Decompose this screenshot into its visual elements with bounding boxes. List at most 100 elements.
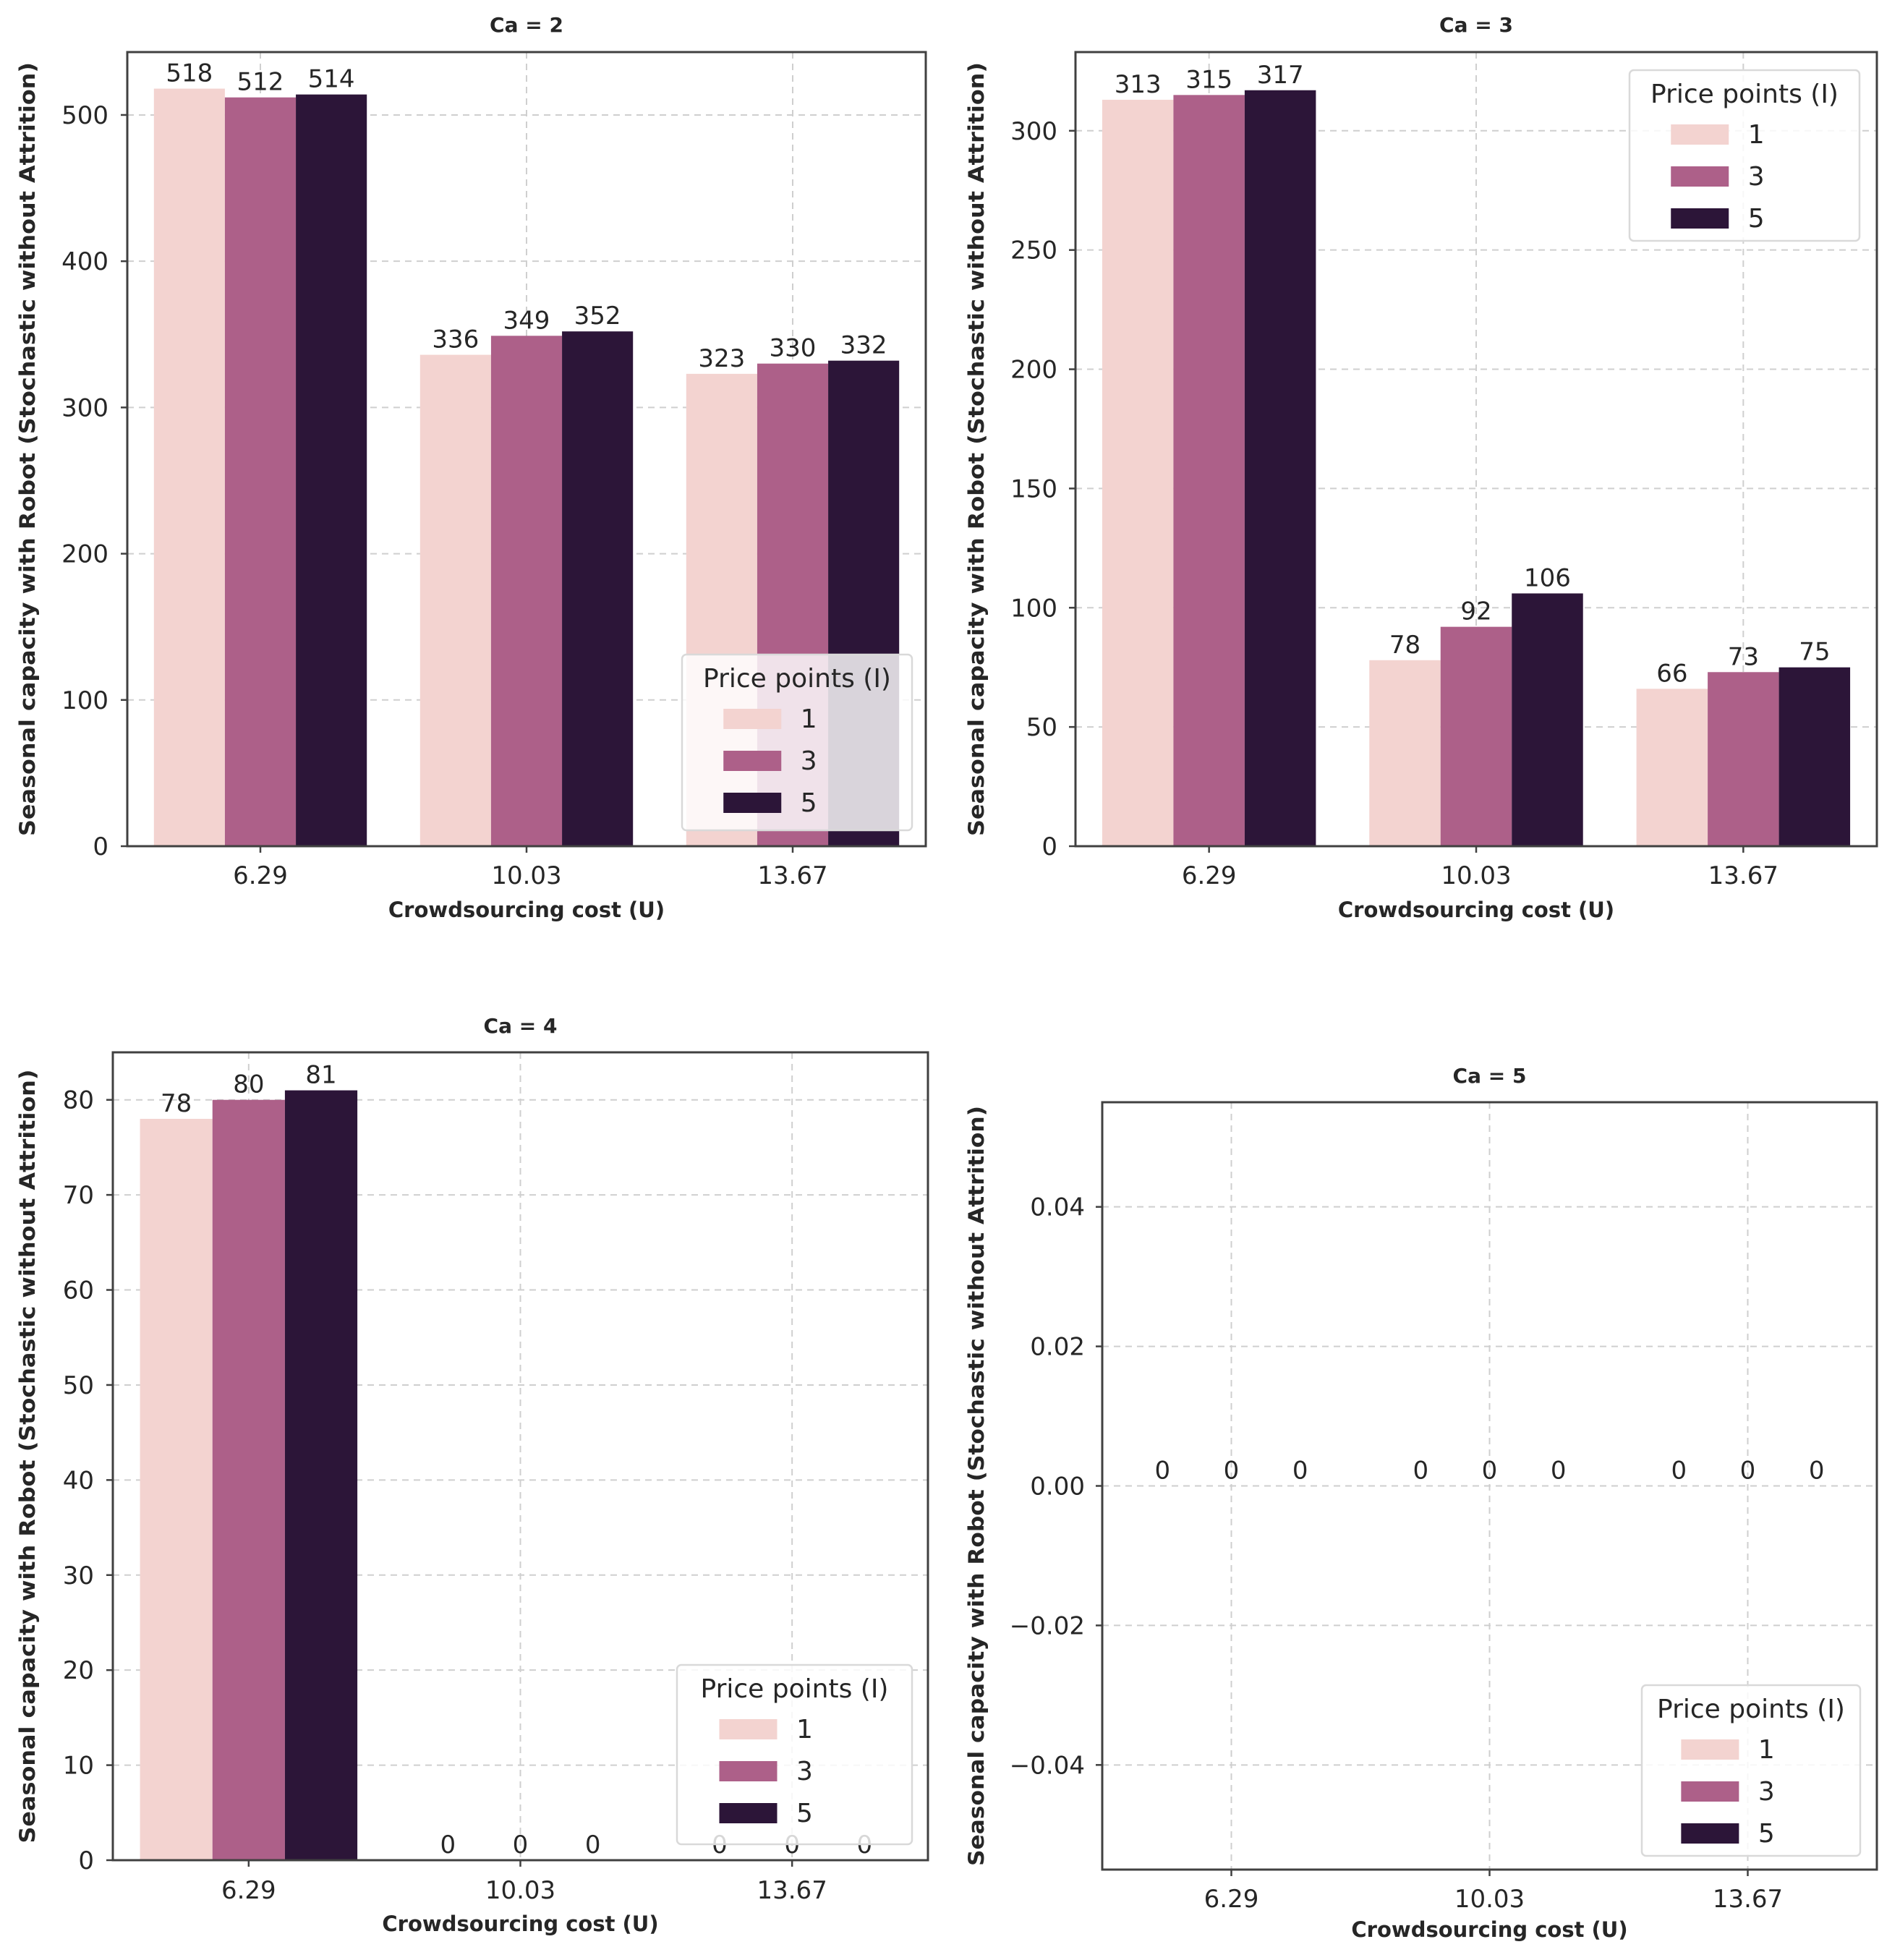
y-tick-label: 0.02 — [1030, 1333, 1085, 1362]
bar-value-label: 75 — [1799, 638, 1830, 667]
y-tick-label: 250 — [1010, 237, 1057, 265]
bar-value-label: 0 — [513, 1831, 529, 1859]
y-tick-label: −0.04 — [1010, 1751, 1085, 1780]
legend-label-1: 1 — [796, 1715, 813, 1744]
y-tick-label: 500 — [61, 101, 108, 130]
x-tick-label: 10.03 — [491, 861, 561, 890]
legend-title: Price points (I) — [701, 1674, 889, 1704]
chart-panel-3: 780080008100010203040506070806.2910.0313… — [15, 1014, 929, 1936]
bar-price-1-cost-10_03 — [419, 354, 491, 846]
legend-swatch-5 — [719, 1803, 778, 1823]
bar-price-5-cost-6_29 — [296, 94, 367, 847]
y-tick-label: 60 — [63, 1277, 94, 1305]
bar-value-label: 73 — [1728, 642, 1759, 671]
legend: Price points (I) 1 3 5 — [1640, 1684, 1862, 1857]
legend-box — [1628, 69, 1861, 242]
bar-value-label: 0 — [1292, 1457, 1308, 1486]
bar-price-1-cost-6_29 — [153, 88, 225, 846]
legend-label-3: 3 — [1758, 1777, 1775, 1807]
legend-label-3: 3 — [1748, 162, 1765, 192]
bar-value-label: 313 — [1115, 70, 1162, 99]
y-tick-label: 150 — [1010, 474, 1057, 503]
bar-value-label: 0 — [1413, 1457, 1428, 1486]
bar-value-label: 92 — [1460, 597, 1491, 626]
bar-value-label: 0 — [1740, 1457, 1756, 1486]
legend-box — [676, 1663, 913, 1846]
bar-price-1-cost-6_29 — [1102, 99, 1174, 847]
bar-value-label: 0 — [1482, 1457, 1498, 1486]
bar-value-label: 336 — [432, 325, 479, 354]
bar-price-3-cost-6_29 — [224, 97, 297, 847]
legend-label-3: 3 — [801, 746, 817, 776]
legend: Price points (I) 1 3 5 — [1628, 69, 1861, 242]
bar-price-3-cost-10_03 — [490, 336, 563, 846]
legend-swatch-3 — [723, 751, 782, 771]
y-tick-label: 0 — [78, 1846, 94, 1875]
y-tick-label: 100 — [1010, 594, 1057, 623]
bar-value-label: 66 — [1656, 659, 1687, 688]
x-tick-label: 6.29 — [1182, 861, 1237, 890]
bar-price-5-cost-6_29 — [284, 1090, 358, 1860]
legend-swatch-5 — [1681, 1823, 1739, 1844]
y-tick-label: 0.00 — [1030, 1473, 1085, 1501]
legend-label-1: 1 — [1748, 120, 1765, 150]
legend-label-1: 1 — [1758, 1735, 1775, 1765]
legend-title: Price points (I) — [1657, 1695, 1845, 1724]
bar-price-1-cost-10_03 — [1369, 660, 1441, 846]
bar-value-label: 0 — [1809, 1457, 1825, 1486]
bar-price-1-cost-6_29 — [140, 1118, 213, 1860]
chart-title: Ca = 2 — [490, 13, 563, 37]
y-tick-label: 200 — [1010, 356, 1057, 385]
chart-title: Ca = 5 — [1453, 1064, 1527, 1088]
y-tick-label: 200 — [61, 540, 108, 569]
x-tick-label: 13.67 — [757, 861, 827, 890]
y-tick-label: 0.04 — [1030, 1193, 1085, 1222]
x-axis-label: Crowdsourcing cost (U) — [1351, 1917, 1627, 1942]
y-tick-label: 10 — [63, 1752, 94, 1781]
bar-value-label: 106 — [1524, 563, 1571, 592]
x-tick-label: 10.03 — [1454, 1885, 1525, 1914]
y-tick-label: 50 — [1026, 713, 1057, 742]
legend-box — [681, 653, 913, 832]
x-tick-label: 6.29 — [1204, 1885, 1259, 1914]
legend-swatch-1 — [1681, 1739, 1739, 1760]
legend-title: Price points (I) — [1650, 80, 1839, 109]
y-tick-label: 400 — [61, 247, 108, 276]
x-axis-label: Crowdsourcing cost (U) — [1338, 898, 1614, 922]
legend-swatch-3 — [1671, 166, 1729, 187]
legend-label-1: 1 — [801, 704, 817, 734]
y-tick-label: 70 — [63, 1181, 94, 1210]
x-tick-label: 13.67 — [757, 1876, 827, 1905]
y-tick-label: 0 — [93, 832, 108, 861]
bar-value-label: 0 — [1671, 1457, 1687, 1486]
y-tick-label: 80 — [63, 1086, 94, 1115]
bar-price-5-cost-10_03 — [1512, 593, 1583, 846]
legend-swatch-3 — [1681, 1781, 1739, 1802]
y-axis-label: Seasonal capacity with Robot (Stochastic… — [15, 62, 40, 836]
y-tick-label: 100 — [61, 686, 108, 715]
chart-panel-2: 3137866315927331710675050100150200250300… — [964, 13, 1878, 922]
chart-title: Ca = 4 — [484, 1014, 558, 1038]
bar-value-label: 0 — [1224, 1457, 1240, 1486]
x-axis-label: Crowdsourcing cost (U) — [382, 1912, 658, 1936]
bar-price-5-cost-10_03 — [562, 331, 634, 846]
y-axis-label: Seasonal capacity with Robot (Stochastic… — [964, 62, 989, 836]
bar-price-3-cost-13_67 — [1708, 672, 1779, 846]
bar-value-label: 512 — [237, 68, 284, 97]
legend-swatch-5 — [723, 793, 782, 813]
y-tick-label: 30 — [63, 1561, 94, 1590]
bar-value-label: 78 — [1389, 631, 1420, 660]
bar-value-label: 349 — [503, 306, 550, 335]
x-tick-label: 13.67 — [1708, 861, 1778, 890]
x-tick-label: 6.29 — [233, 861, 288, 890]
bar-value-label: 81 — [305, 1061, 336, 1090]
legend-box — [1640, 1684, 1862, 1857]
legend: Price points (I) 1 3 5 — [681, 653, 913, 832]
bar-price-5-cost-13_67 — [1778, 667, 1851, 846]
bar-value-label: 0 — [1154, 1457, 1170, 1486]
legend-swatch-5 — [1671, 208, 1729, 229]
bar-value-label: 518 — [166, 59, 213, 88]
bar-value-label: 0 — [1551, 1457, 1567, 1486]
x-axis-label: Crowdsourcing cost (U) — [388, 898, 665, 922]
